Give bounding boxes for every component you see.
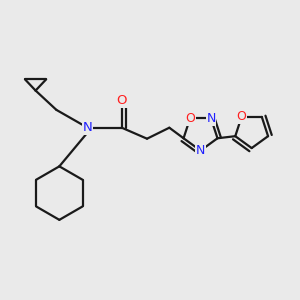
Text: N: N bbox=[83, 121, 92, 134]
Text: N: N bbox=[196, 144, 205, 157]
Text: O: O bbox=[237, 110, 247, 123]
Text: N: N bbox=[206, 112, 216, 125]
Text: O: O bbox=[116, 94, 127, 107]
Text: O: O bbox=[185, 112, 195, 125]
